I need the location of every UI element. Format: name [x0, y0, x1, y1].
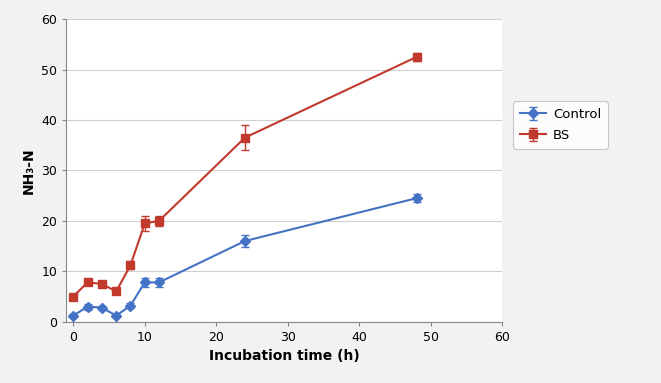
X-axis label: Incubation time (h): Incubation time (h): [209, 349, 360, 363]
Y-axis label: NH₃-N: NH₃-N: [22, 147, 36, 194]
Legend: Control, BS: Control, BS: [514, 101, 607, 149]
